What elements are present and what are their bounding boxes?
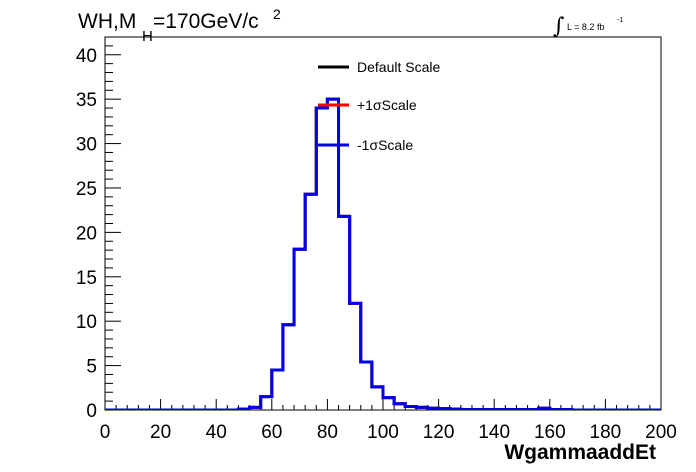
- x-tick-label: 0: [100, 422, 111, 443]
- x-tick-label: 160: [534, 422, 566, 443]
- integral-icon: ∫: [553, 14, 565, 39]
- y-tick-label: 15: [76, 268, 97, 289]
- x-tick-label: 120: [423, 422, 455, 443]
- x-tick-label: 200: [645, 422, 677, 443]
- legend-label: Default Scale: [357, 59, 440, 75]
- legend: Default Scale +1σScale -1σScale: [318, 59, 440, 153]
- x-tick-label: 20: [150, 422, 171, 443]
- y-tick-label: 20: [76, 223, 97, 244]
- plot-title-subscript: H: [142, 28, 153, 45]
- y-axis: 0 5 10 15 20 25 30 35 40: [76, 36, 121, 422]
- plot-title-rest: =170GeV/c: [153, 10, 259, 33]
- x-tick-label: 100: [367, 422, 399, 443]
- plot-title: WH,M: [78, 10, 137, 33]
- luminosity-superscript: -1: [617, 17, 624, 24]
- legend-label: +1σScale: [357, 97, 417, 113]
- x-tick-label: 140: [478, 422, 510, 443]
- x-tick-label: 180: [590, 422, 622, 443]
- y-tick-label: 5: [86, 357, 97, 378]
- plot-frame: [104, 36, 662, 411]
- y-tick-label: 0: [86, 401, 97, 422]
- y-tick-label: 30: [76, 135, 97, 156]
- y-tick-label: 10: [76, 312, 97, 333]
- x-axis: 0 20 40 60 80 100 120 140 160 180 200: [100, 399, 677, 443]
- legend-label: -1σScale: [357, 137, 413, 153]
- y-tick-label: 25: [76, 179, 97, 200]
- x-tick-label: 40: [206, 422, 227, 443]
- series-line--1-scale: [105, 97, 661, 410]
- x-tick-label: 60: [261, 422, 282, 443]
- x-axis-label: WgammaaddEt: [504, 441, 656, 464]
- plot-title-superscript: 2: [273, 6, 281, 22]
- x-tick-label: 80: [317, 422, 338, 443]
- series-layer: [105, 97, 661, 410]
- y-tick-label: 40: [76, 46, 97, 67]
- luminosity-label: L = 8.2 fb: [567, 22, 605, 32]
- y-tick-label: 35: [76, 90, 97, 111]
